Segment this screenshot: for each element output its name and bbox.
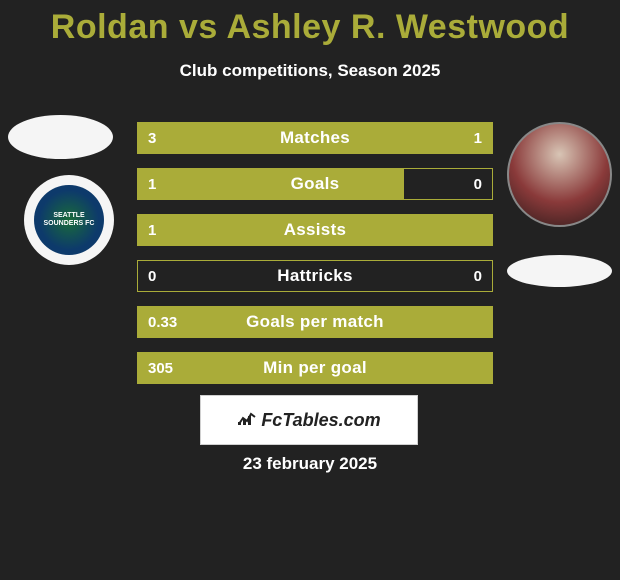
footer-brand-badge: FcTables.com <box>200 395 418 445</box>
stat-value-left: 3 <box>148 123 156 153</box>
chart-icon <box>237 410 257 431</box>
stat-value-right: 0 <box>474 261 482 291</box>
player-left-club-logo: SEATTLE SOUNDERS FC <box>24 175 114 265</box>
stat-row: Matches3 1 <box>137 122 493 154</box>
stat-row: Goals per match0.33 <box>137 306 493 338</box>
stat-value-left: 305 <box>148 353 173 383</box>
page-title: Roldan vs Ashley R. Westwood <box>0 0 620 47</box>
sounders-badge-icon: SEATTLE SOUNDERS FC <box>34 185 104 255</box>
stat-row: Min per goal305 <box>137 352 493 384</box>
footer-brand-label: FcTables.com <box>261 410 380 431</box>
stat-label: Matches <box>138 123 492 153</box>
stat-row: Goals1 0 <box>137 168 493 200</box>
stat-value-right: 0 <box>474 169 482 199</box>
player-left-photo <box>8 115 113 159</box>
player-right-photo <box>507 122 612 227</box>
player-left-club-label: SEATTLE SOUNDERS FC <box>34 212 104 227</box>
date-label: 23 february 2025 <box>0 454 620 474</box>
stat-row: Assists1 <box>137 214 493 246</box>
stat-label: Min per goal <box>138 353 492 383</box>
stat-label: Goals <box>138 169 492 199</box>
stat-value-right: 1 <box>474 123 482 153</box>
stat-label: Goals per match <box>138 307 492 337</box>
stat-label: Hattricks <box>138 261 492 291</box>
stat-value-left: 1 <box>148 169 156 199</box>
stat-value-left: 0 <box>148 261 156 291</box>
stats-bars: Matches31Goals10Assists1Hattricks00Goals… <box>137 122 493 398</box>
stat-value-left: 1 <box>148 215 156 245</box>
stat-label: Assists <box>138 215 492 245</box>
subtitle: Club competitions, Season 2025 <box>0 61 620 81</box>
stat-value-left: 0.33 <box>148 307 177 337</box>
player-right-club-logo <box>507 255 612 287</box>
stat-row: Hattricks0 0 <box>137 260 493 292</box>
